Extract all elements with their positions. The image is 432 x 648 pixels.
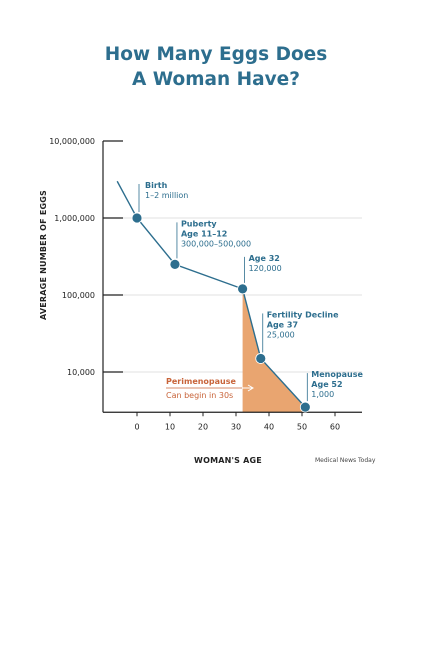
data-markers [131, 212, 311, 413]
marker-label-2-1: 120,000 [249, 264, 282, 273]
x-tick-label-4: 40 [264, 422, 274, 431]
perimenopause-label: Perimenopause [166, 377, 237, 386]
perimenopause-sublabel: Can begin in 30s [166, 391, 233, 400]
y-tick-label-0: 10,000,000 [49, 137, 95, 146]
marker-label-4-1: Age 52 [311, 380, 342, 389]
marker-label-4-2: 1,000 [311, 390, 334, 399]
series-path [116, 180, 306, 408]
chart-title: How Many Eggs Does A Woman Have? [0, 42, 432, 92]
y-ticks: 10,000,000 1,000,000 100,000 10,000 [49, 137, 95, 377]
y-axis-label: AVERAGE NUMBER OF EGGS [39, 190, 48, 320]
x-tick-label-6: 60 [330, 422, 340, 431]
x-axis-label: WOMAN'S AGE [194, 456, 262, 465]
y-tick-label-3: 10,000 [67, 368, 95, 377]
x-tick-label-5: 50 [297, 422, 307, 431]
marker-label-0-0: Birth [145, 181, 168, 190]
marker-label-3-2: 25,000 [267, 330, 295, 339]
source-credit: Medical News Today [315, 457, 376, 464]
gridlines [103, 217, 362, 373]
x-tick-label-2: 20 [198, 422, 208, 431]
y-tick-label-1: 1,000,000 [54, 214, 95, 223]
axes [102, 140, 362, 417]
chart-title-line-2: A Woman Have? [132, 69, 300, 90]
y-tick-label-2: 100,000 [62, 291, 95, 300]
x-tick-label-0: 0 [134, 422, 139, 431]
data-point-0 [131, 212, 143, 224]
x-ticks: 0 10 20 30 40 50 60 [134, 422, 340, 431]
x-tick-label-1: 10 [165, 422, 175, 431]
data-point-4 [299, 401, 311, 413]
marker-label-2-0: Age 32 [249, 254, 280, 263]
marker-label-3-1: Age 37 [267, 320, 298, 329]
perimenopause-fill [242, 288, 306, 413]
x-tick-label-3: 30 [231, 422, 241, 431]
data-point-2 [237, 283, 249, 295]
marker-label-1-1: Age 11–12 [181, 229, 227, 238]
marker-label-1-2: 300,000–500,000 [181, 239, 251, 248]
marker-label-0-1: 1–2 million [145, 191, 188, 200]
perimenopause-area [242, 288, 306, 413]
data-point-3 [255, 353, 267, 364]
perimenopause-arrow-head [247, 384, 254, 392]
series-line [116, 180, 306, 408]
marker-label-4-0: Menopause [311, 370, 363, 379]
data-point-1 [169, 258, 181, 270]
chart-title-line-1: How Many Eggs Does [104, 44, 328, 65]
marker-label-3-0: Fertility Decline [267, 310, 339, 319]
marker-label-1-0: Puberty [181, 219, 217, 228]
